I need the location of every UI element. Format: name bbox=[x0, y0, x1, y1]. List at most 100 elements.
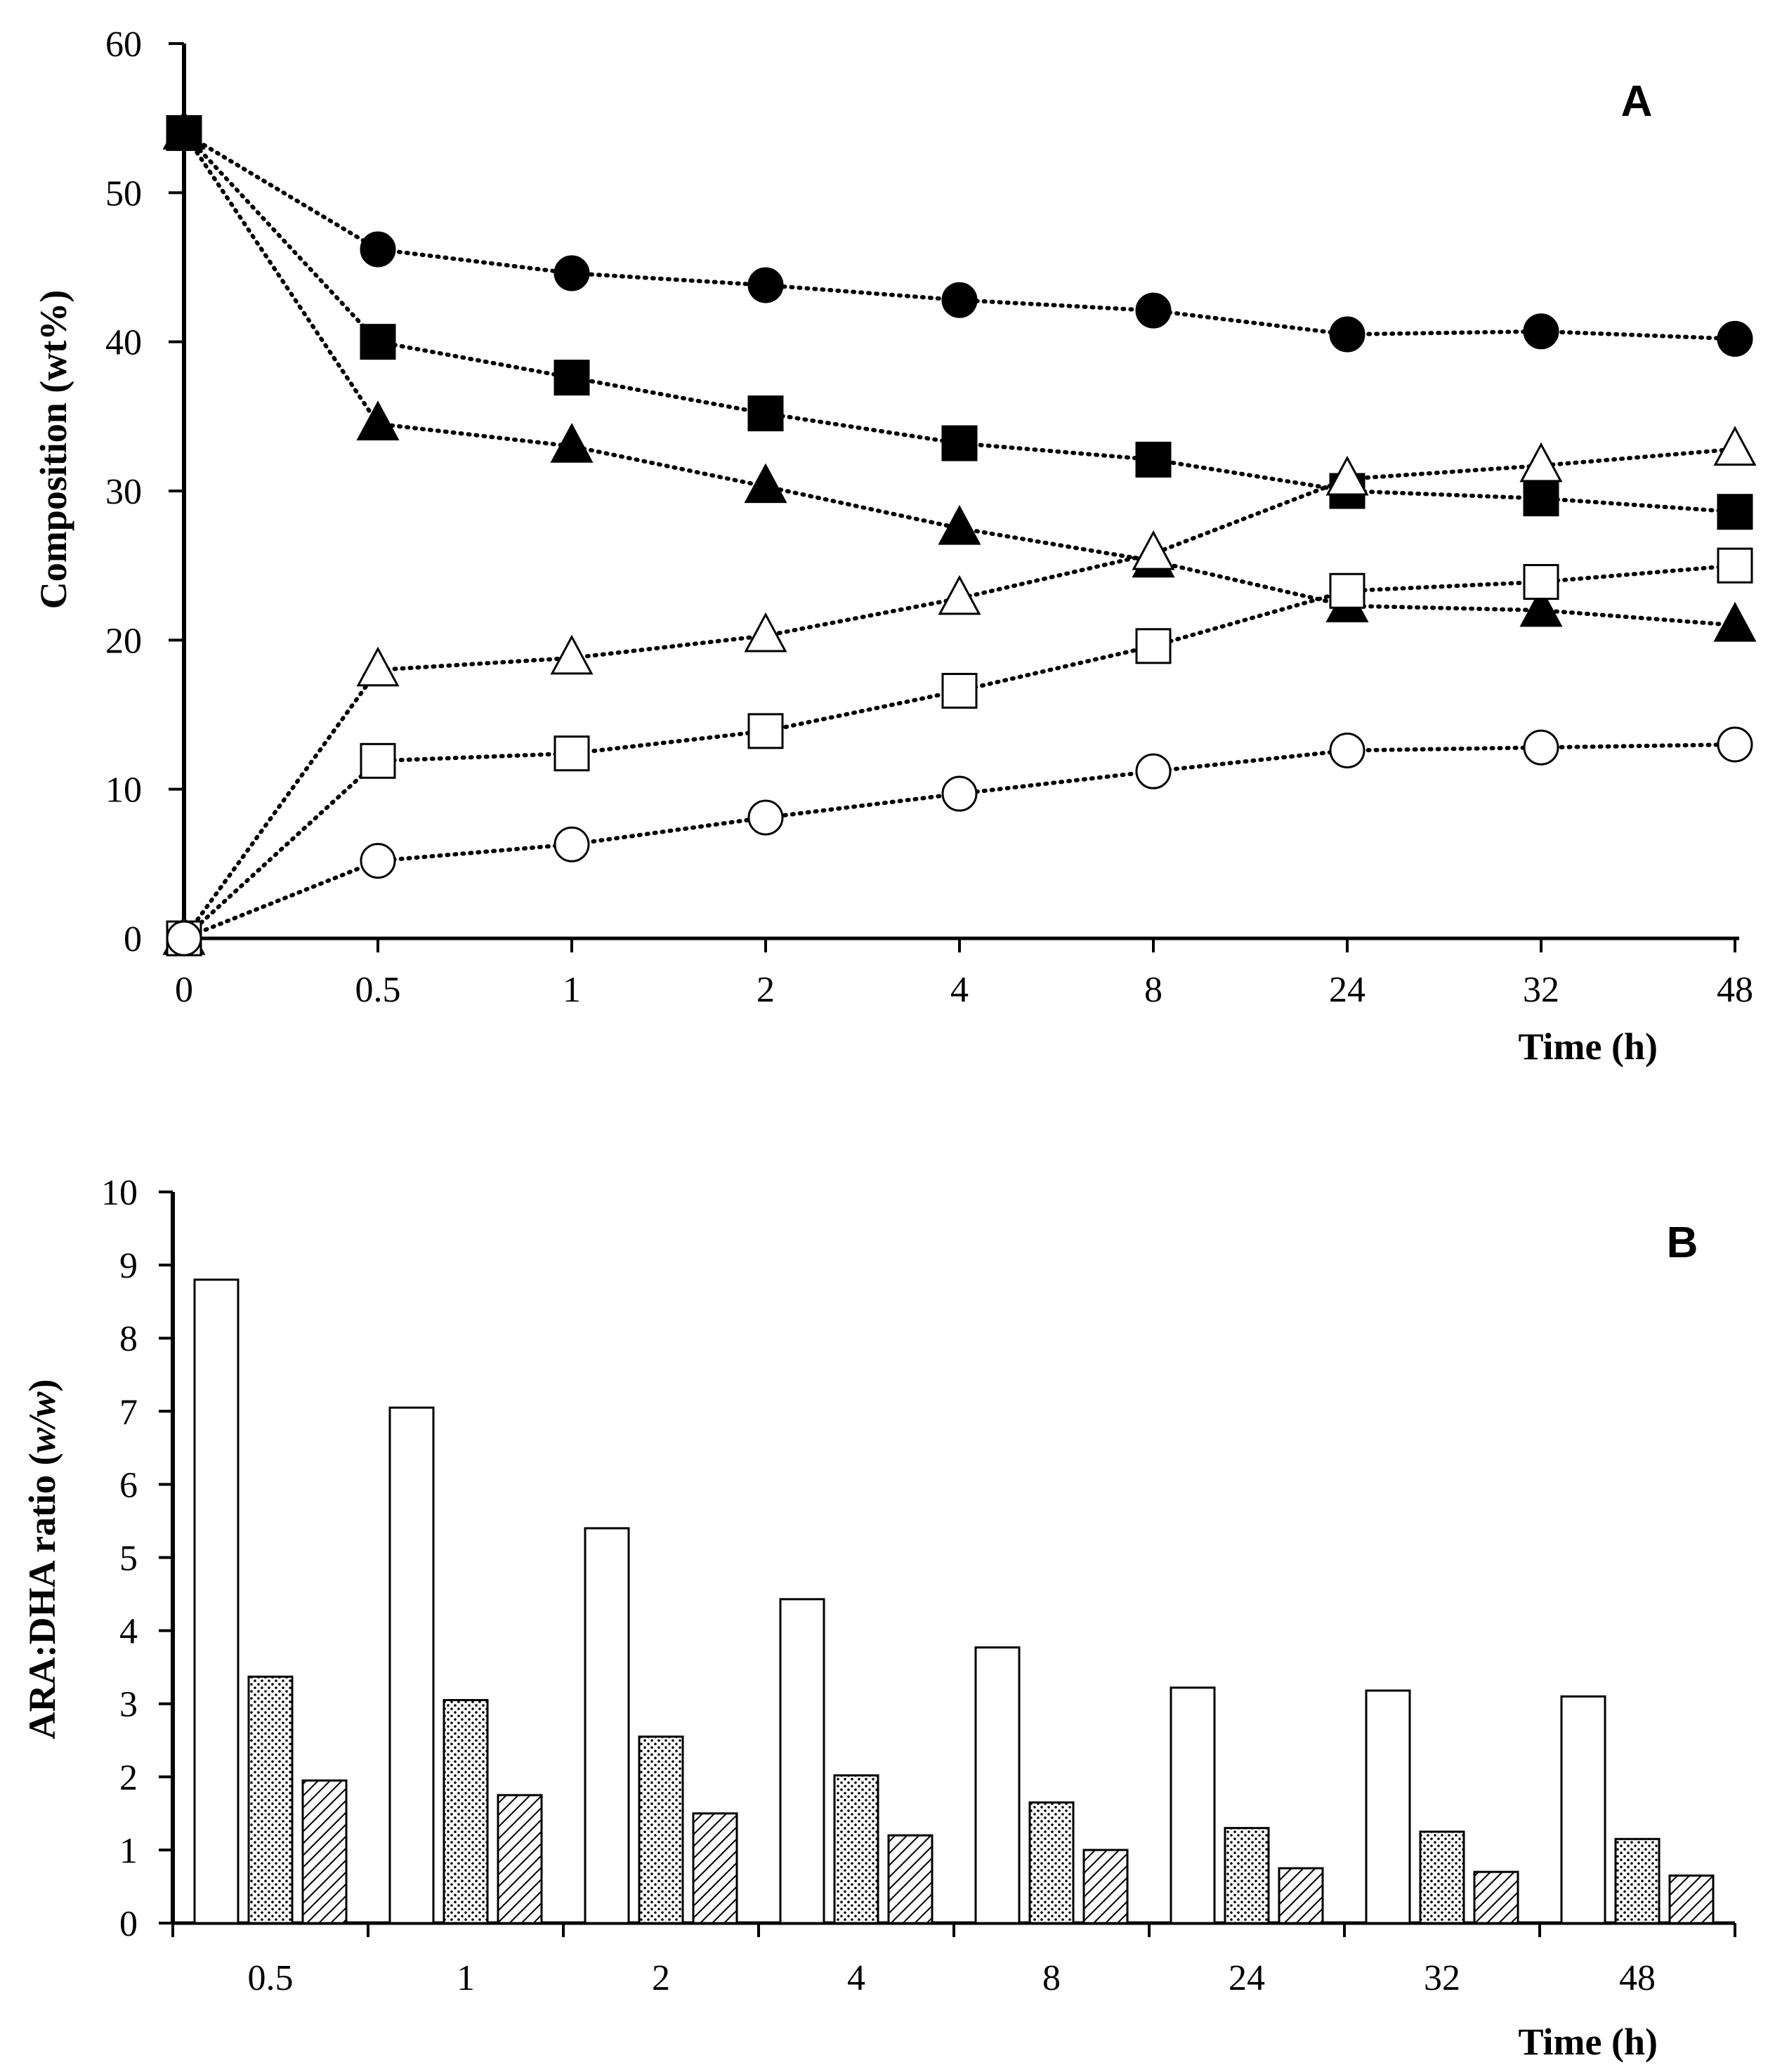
marker-open-circle bbox=[360, 843, 396, 879]
marker-filled-triangle bbox=[356, 400, 400, 440]
panel-a-y-tick-label: 30 bbox=[105, 472, 142, 512]
marker-open-square bbox=[360, 742, 396, 779]
marker-open-square bbox=[1523, 564, 1559, 601]
panel-b-x-tick-label: 24 bbox=[1229, 1958, 1265, 1998]
panel-a-x-tick-label: 24 bbox=[1329, 970, 1365, 1010]
bar-dotted bbox=[1614, 1837, 1661, 1925]
bar-dotted bbox=[1419, 1830, 1465, 1925]
marker-filled-circle bbox=[1523, 313, 1559, 350]
marker-filled-circle bbox=[554, 255, 590, 291]
bar-hatched bbox=[1278, 1867, 1324, 1925]
panel-b-y-tick-label: 6 bbox=[119, 1465, 138, 1505]
panel-a-y-tick-label: 20 bbox=[105, 621, 142, 661]
panel-b-y-tick-label: 3 bbox=[119, 1685, 138, 1725]
marker-open-triangle bbox=[356, 646, 400, 687]
marker-filled-circle bbox=[941, 282, 978, 318]
panel-a-y-tick-label: 40 bbox=[105, 323, 142, 363]
panel-b-y-axis-title-main: ARA:DHA ratio ( bbox=[21, 1453, 63, 1740]
panel-b-y-tick-label: 0 bbox=[119, 1904, 138, 1944]
marker-open-circle bbox=[747, 799, 784, 836]
marker-open-triangle bbox=[1713, 426, 1757, 466]
panel-b-label: B bbox=[1667, 1219, 1698, 1267]
panel-b-y-axis-title-italic: w/w bbox=[21, 1391, 63, 1453]
bar-dotted bbox=[247, 1675, 294, 1925]
marker-filled-triangle bbox=[1519, 586, 1563, 627]
panel-a-x-tick-label: 8 bbox=[1144, 970, 1162, 1010]
marker-filled-circle bbox=[1717, 320, 1753, 357]
marker-open-triangle bbox=[744, 612, 787, 653]
marker-open-triangle bbox=[938, 575, 981, 615]
marker-filled-square bbox=[747, 395, 784, 432]
bar-white bbox=[1365, 1689, 1411, 1925]
panel-b-x-tick-label: 4 bbox=[847, 1958, 865, 1998]
marker-filled-circle bbox=[1135, 292, 1172, 329]
marker-filled-circle bbox=[747, 267, 784, 303]
panel-b-y-tick-label: 2 bbox=[119, 1758, 138, 1798]
panel-b-y-tick-label: 1 bbox=[119, 1831, 138, 1871]
panel-a-x-axis-title: Time (h) bbox=[1519, 1025, 1658, 1068]
panel-b-y-tick-label: 4 bbox=[119, 1612, 138, 1652]
marker-open-square bbox=[1717, 547, 1753, 584]
marker-filled-square bbox=[360, 324, 396, 360]
bar-hatched bbox=[301, 1779, 348, 1925]
panel-a-x-tick-label: 0 bbox=[175, 970, 193, 1010]
panel-b-y-tick-label: 5 bbox=[119, 1539, 138, 1579]
panel-b-x-tick-label: 0.5 bbox=[248, 1958, 294, 1998]
panel-b-y-axis-title: ARA:DHA ratio (w/w) bbox=[21, 1379, 63, 1740]
panel-a-label: A bbox=[1621, 77, 1653, 126]
bar-hatched bbox=[1473, 1870, 1519, 1925]
bar-hatched bbox=[887, 1834, 934, 1925]
bar-white bbox=[193, 1278, 240, 1925]
marker-open-triangle bbox=[1325, 455, 1369, 496]
marker-open-circle bbox=[166, 920, 202, 957]
marker-filled-square bbox=[941, 425, 978, 461]
marker-open-circle bbox=[941, 775, 978, 812]
bar-white bbox=[1170, 1686, 1216, 1925]
bar-hatched bbox=[692, 1812, 738, 1925]
panel-a-markers bbox=[162, 110, 1757, 957]
marker-open-circle bbox=[1329, 732, 1365, 768]
panel-a-y-tick-label: 0 bbox=[124, 919, 142, 959]
panel-a-x-tick-label: 32 bbox=[1523, 970, 1559, 1010]
panel-a-x-tick-label: 4 bbox=[950, 970, 969, 1010]
panel-b-y-tick-label: 9 bbox=[119, 1246, 138, 1286]
panel-b-y-axis-title-close: ) bbox=[21, 1379, 63, 1392]
marker-filled-circle bbox=[1329, 316, 1365, 353]
marker-filled-circle bbox=[360, 231, 396, 268]
bar-dotted bbox=[833, 1774, 879, 1925]
marker-open-triangle bbox=[550, 634, 594, 675]
bar-hatched bbox=[1668, 1874, 1715, 1925]
marker-open-square bbox=[1135, 628, 1172, 664]
series-line-filled-triangle bbox=[182, 131, 1737, 628]
marker-filled-triangle bbox=[1713, 601, 1757, 642]
panel-b-x-tick-label: 2 bbox=[652, 1958, 670, 1998]
marker-filled-square bbox=[1717, 494, 1753, 530]
marker-open-square bbox=[1329, 572, 1365, 609]
marker-open-circle bbox=[554, 826, 590, 863]
panel-b-x-axis-title: Time (h) bbox=[1519, 2021, 1658, 2063]
series-line-open-square bbox=[182, 563, 1737, 940]
marker-open-triangle bbox=[1132, 530, 1175, 570]
panel-b-x-tick-label: 32 bbox=[1424, 1958, 1460, 1998]
marker-filled-square bbox=[1135, 441, 1172, 478]
marker-open-square bbox=[747, 713, 784, 749]
marker-open-triangle bbox=[1519, 442, 1563, 483]
panel-a-x-tick-label: 48 bbox=[1717, 970, 1753, 1010]
bar-white bbox=[779, 1598, 825, 1925]
marker-filled-triangle bbox=[938, 504, 981, 545]
marker-open-square bbox=[554, 735, 590, 772]
marker-open-circle bbox=[1523, 729, 1559, 766]
marker-filled-square bbox=[554, 360, 590, 396]
bar-dotted bbox=[1028, 1801, 1075, 1925]
panel-a-y-axis-title: Composition (wt%) bbox=[32, 290, 74, 610]
bar-white bbox=[1560, 1695, 1606, 1925]
bar-white bbox=[388, 1406, 435, 1925]
marker-open-circle bbox=[1135, 753, 1172, 789]
bar-white bbox=[974, 1646, 1021, 1925]
bar-dotted bbox=[638, 1736, 684, 1925]
panel-b-x-tick-label: 1 bbox=[457, 1958, 475, 1998]
